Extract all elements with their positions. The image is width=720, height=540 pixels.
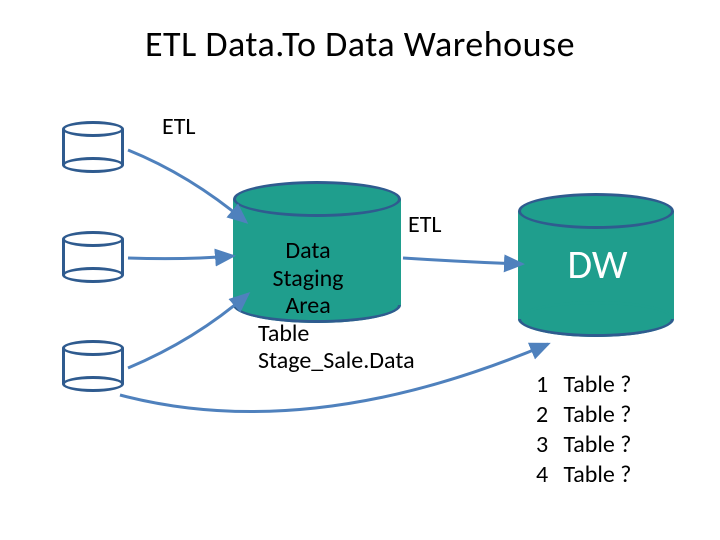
arrow-staging-to-dw: [403, 258, 522, 264]
diagram-canvas: ETL Data.To Data Warehouse ETL ETL Data …: [0, 0, 720, 540]
arrow-src1-to-staging: [128, 150, 246, 222]
arrows-layer: [0, 0, 720, 540]
arrow-bottom-long: [120, 344, 548, 412]
arrow-src3-to-staging: [128, 294, 248, 368]
arrow-src2-to-staging: [128, 256, 233, 259]
